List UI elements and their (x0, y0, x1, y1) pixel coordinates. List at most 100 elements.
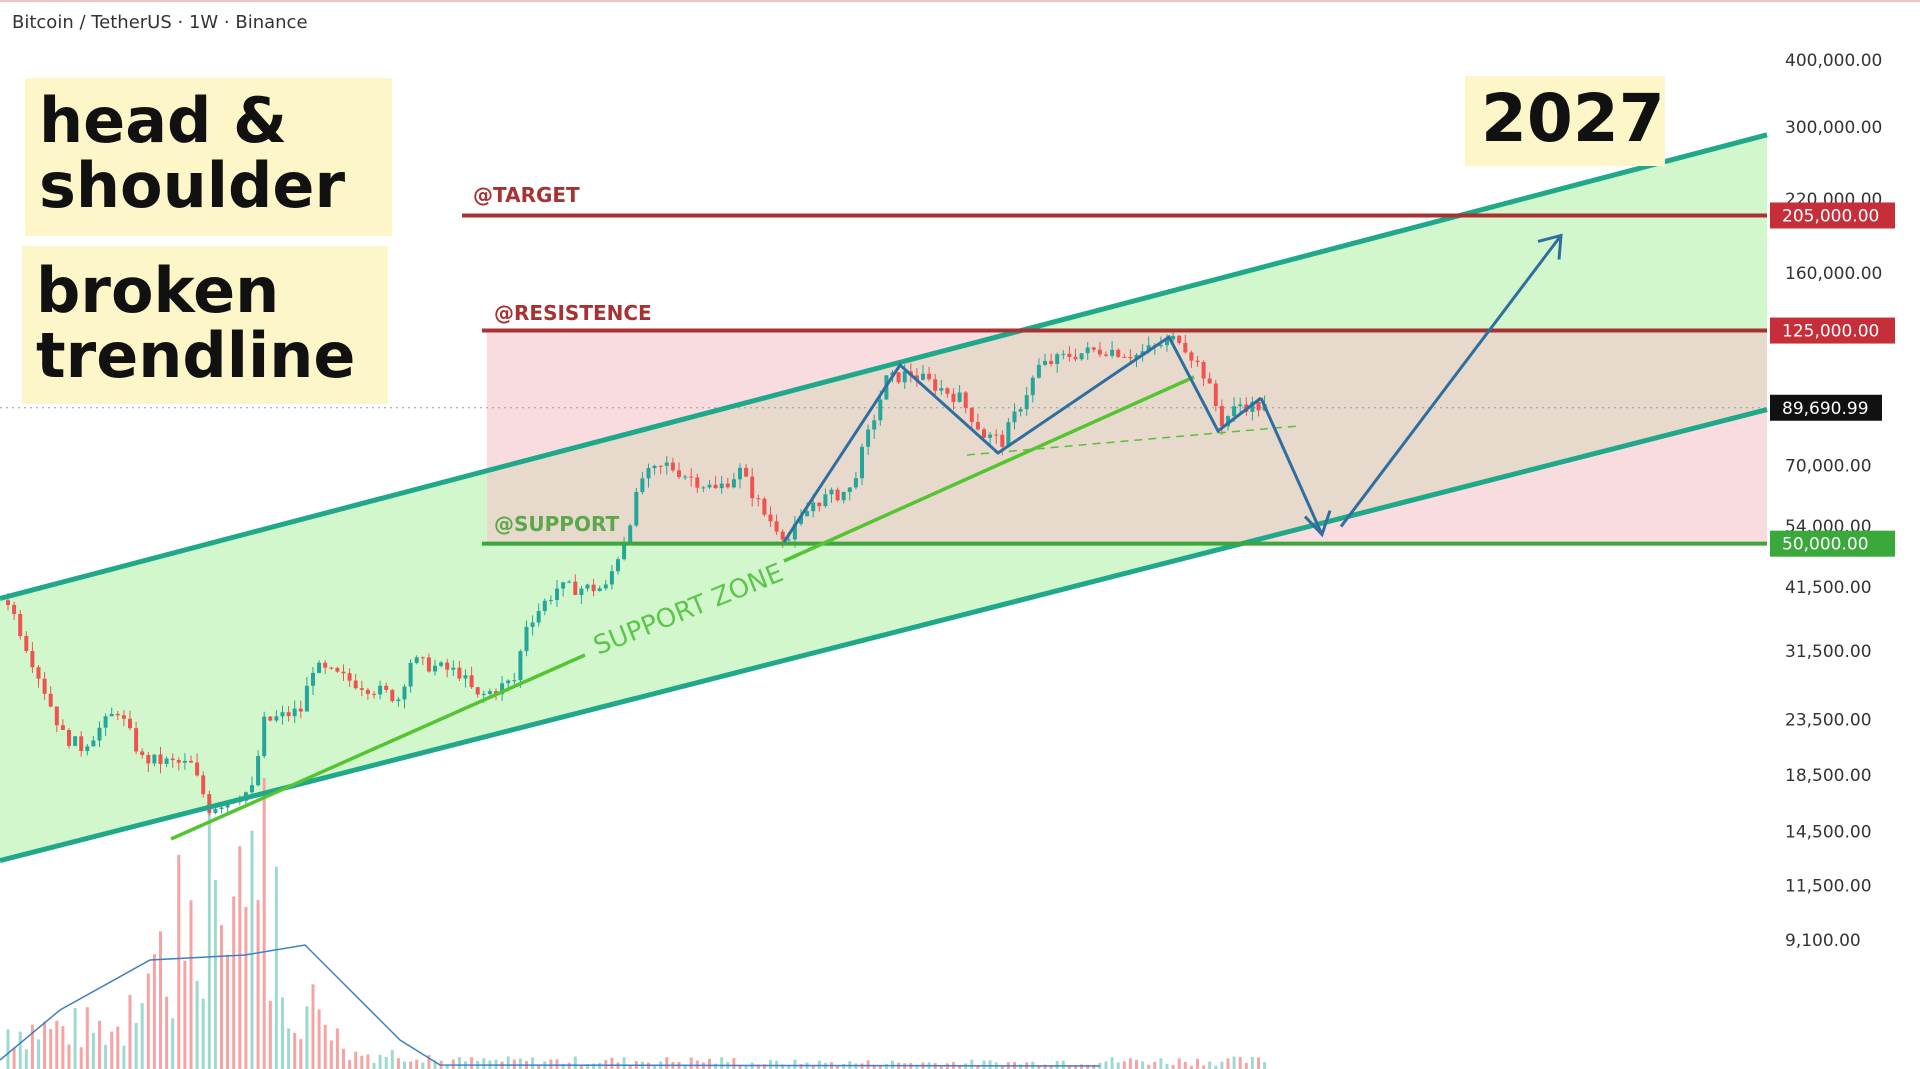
volume-bar (287, 1028, 291, 1069)
candle-body (1055, 354, 1060, 364)
target-price-tag (1770, 202, 1895, 229)
candle-body (1146, 345, 1151, 352)
candle (335, 666, 340, 673)
candle (1140, 344, 1145, 362)
volume-bar (1238, 1056, 1242, 1069)
candle-body (957, 392, 962, 402)
candle-body (365, 689, 370, 694)
candle-body (939, 388, 944, 391)
candle-body (994, 434, 999, 436)
volume-bar (1043, 1064, 1047, 1069)
volume-bar (756, 1064, 760, 1069)
candle (79, 731, 84, 757)
candle-body (323, 662, 328, 668)
volume-bar (1019, 1064, 1023, 1069)
candle (713, 476, 718, 489)
candle (1055, 352, 1060, 373)
candle-body (1177, 335, 1182, 343)
volume-bar (1171, 1064, 1175, 1069)
candle (652, 464, 657, 475)
price-axis-tick: 31,500.00 (1785, 642, 1872, 662)
candle (48, 686, 53, 708)
candle-body (152, 754, 157, 764)
volume-bar (1165, 1063, 1169, 1069)
candle-body (774, 521, 779, 532)
candle (548, 595, 553, 605)
candle-body (652, 465, 657, 469)
candle (1097, 342, 1102, 358)
volume-bar (1232, 1056, 1236, 1069)
volume-bar (1061, 1060, 1065, 1069)
candle (60, 719, 65, 731)
candle (512, 672, 517, 685)
candle (378, 680, 383, 700)
candle (146, 752, 151, 773)
candle-body (518, 651, 523, 681)
volume-bar (91, 1032, 95, 1069)
candle-body (481, 693, 486, 695)
price-axis[interactable]: 400,000.00300,000.00220,000.00160,000.00… (1785, 51, 1882, 951)
candle-body (1116, 349, 1121, 357)
candle-body (286, 712, 291, 717)
volume-bar (457, 1057, 461, 1069)
candle-body (1158, 345, 1163, 347)
volume-bar (939, 1066, 943, 1069)
candle-body (329, 667, 334, 669)
volume-bar (537, 1065, 541, 1069)
volume-bar (781, 1064, 785, 1069)
candle-body (372, 693, 376, 695)
candle (73, 736, 78, 747)
volume-bar (238, 846, 242, 1069)
candle-body (67, 729, 71, 746)
candle-body (975, 422, 980, 430)
candle (12, 601, 17, 620)
volume-bar (628, 1064, 632, 1069)
resistance-price-tag (1770, 317, 1895, 344)
volume-bar (1220, 1061, 1224, 1069)
volume-bar (836, 1065, 840, 1069)
candle (262, 711, 267, 759)
volume-bar (140, 1003, 144, 1069)
volume-bar (689, 1057, 693, 1069)
candle-body (408, 662, 413, 687)
volume-bar (1153, 1061, 1157, 1069)
candle-body (256, 756, 261, 786)
candle (1189, 350, 1194, 368)
volume-bar (384, 1056, 388, 1069)
candle (731, 472, 736, 489)
candle-body (158, 754, 163, 764)
volume-bar (610, 1057, 614, 1069)
candle-body (1049, 360, 1054, 364)
candle-body (847, 487, 852, 492)
candle-body (91, 740, 96, 747)
volume-bar (518, 1058, 522, 1069)
candle (54, 706, 59, 733)
candle-body (439, 662, 444, 666)
candle-body (1171, 335, 1176, 340)
volume-bar (1202, 1065, 1206, 1069)
candle-body (189, 760, 193, 763)
candle (872, 414, 877, 439)
volume-bar (55, 1020, 59, 1069)
candle-body (896, 372, 901, 383)
price-axis-tick: 9,100.00 (1785, 931, 1861, 951)
candle-body (1201, 361, 1206, 379)
candle-body (201, 775, 206, 795)
candle-body (213, 809, 218, 813)
candle (164, 756, 169, 768)
candle (85, 743, 90, 756)
target-label: @TARGET (473, 183, 580, 207)
candle (524, 620, 529, 657)
candle-body (805, 511, 810, 517)
candle (439, 661, 444, 668)
volume-bar (799, 1064, 803, 1069)
candle-body (475, 687, 480, 695)
candle-body (97, 727, 102, 741)
candles (6, 331, 1267, 816)
volume-bar (445, 1064, 449, 1069)
candle-body (616, 559, 620, 572)
candle (207, 790, 212, 816)
volume-bar (451, 1059, 455, 1069)
candle (982, 427, 986, 438)
